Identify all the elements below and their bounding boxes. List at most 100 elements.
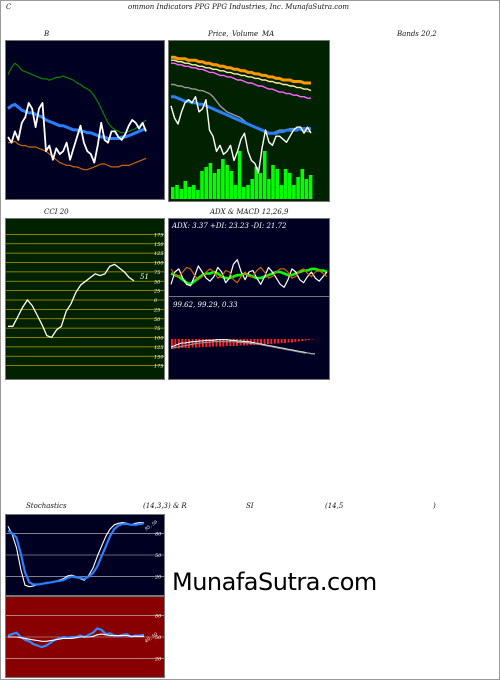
macd-histogram-bar bbox=[184, 339, 187, 348]
d-line bbox=[7, 522, 145, 586]
cci-tick-label: 125 bbox=[154, 345, 164, 351]
stochastics-tick-label: 80 bbox=[155, 531, 162, 537]
macd-histogram-bar bbox=[191, 339, 194, 348]
macd-histogram-bar bbox=[174, 339, 177, 349]
signal-line bbox=[170, 341, 315, 355]
volume-bar bbox=[308, 175, 313, 199]
macd-histogram-bar bbox=[263, 339, 266, 345]
macd-histogram-bar bbox=[270, 339, 273, 344]
cci-tick-label: 150 bbox=[154, 354, 164, 360]
volume-bar bbox=[225, 165, 229, 199]
bands-title: Bands 20,2 bbox=[397, 30, 437, 38]
cci-panel: 175 150 125 100 75 50 25 0 25 50 75 100 125 150 175 51 bbox=[5, 218, 165, 380]
cci-tick-label: 25 bbox=[153, 289, 160, 295]
volume-bar bbox=[279, 185, 284, 199]
cci-tick-label: 50 bbox=[154, 279, 161, 285]
bollinger-title: B bbox=[44, 30, 50, 38]
upper-line bbox=[7, 62, 147, 134]
volume-bar bbox=[196, 190, 200, 199]
macd-histogram-bar bbox=[225, 339, 228, 346]
volume-bar bbox=[183, 181, 188, 199]
macd-histogram-bar bbox=[291, 339, 293, 343]
page-title: ommon Indicators PPG PPG Industries, Inc… bbox=[128, 3, 350, 11]
volume-bar bbox=[237, 151, 242, 199]
macd-histogram-bar bbox=[267, 339, 269, 344]
rsi-slow-line bbox=[8, 633, 144, 642]
volume-bar bbox=[200, 171, 204, 199]
macd-histogram-bar bbox=[294, 339, 297, 342]
cci-tick-label: 0 bbox=[154, 298, 158, 304]
volume-bar bbox=[254, 167, 259, 199]
volume-bar bbox=[275, 169, 279, 199]
cci-tick-label: 150 bbox=[154, 242, 164, 248]
macd-histogram-bar bbox=[297, 339, 300, 342]
cci-line bbox=[8, 263, 135, 339]
volume-bar bbox=[208, 163, 213, 199]
watermark: MunafaSutra.com bbox=[172, 568, 377, 596]
volume-bar bbox=[179, 189, 183, 199]
macd-histogram-bar bbox=[256, 339, 259, 345]
adx-title: ADX & MACD 12,26,9 bbox=[210, 208, 289, 216]
cci-last-value: 51 bbox=[140, 273, 149, 281]
price-volume-chart bbox=[170, 55, 313, 199]
adx-panel: ADX: 3.37 +DI: 23.23 -DI: 21.72 bbox=[168, 218, 330, 298]
stochastics-title: Stochastics bbox=[26, 502, 67, 510]
macd-line bbox=[170, 339, 315, 355]
volume-title: Volume bbox=[232, 30, 259, 38]
macd-panel: 99.62, 99.29, 0.33 bbox=[168, 296, 330, 380]
cci-chart: 175 150 125 100 75 50 25 0 25 50 75 100 125 150 175 51 bbox=[6, 232, 164, 370]
volume-bar bbox=[221, 159, 225, 199]
ma-long-line bbox=[171, 55, 311, 85]
ma-mid-line bbox=[171, 59, 312, 92]
stoch-params: (14,3,3) & R bbox=[143, 502, 187, 510]
volume-bar bbox=[258, 173, 263, 199]
stochastics-tick-label: 20 bbox=[154, 575, 162, 581]
volume-bar bbox=[187, 187, 192, 199]
macd-histogram-bar bbox=[215, 339, 218, 347]
bollinger-panel bbox=[5, 40, 165, 200]
macd-histogram-bar bbox=[311, 339, 314, 340]
ma-short-line bbox=[171, 62, 311, 99]
volume-bar bbox=[296, 177, 300, 199]
minus-di-line bbox=[170, 266, 328, 284]
price-line bbox=[7, 102, 147, 164]
rsi-tick-label: 80 bbox=[155, 613, 162, 619]
volume-bar bbox=[292, 185, 296, 199]
macd-histogram-bar bbox=[208, 339, 211, 347]
bollinger-chart bbox=[7, 62, 147, 171]
cci-tick-label: 100 bbox=[154, 261, 164, 267]
corner-letter: C bbox=[6, 3, 12, 11]
cci-tick-label: 125 bbox=[154, 251, 164, 257]
macd-values-label: 99.62, 99.29, 0.33 bbox=[173, 301, 238, 309]
macd-histogram-bar bbox=[243, 339, 245, 346]
adx-values-label: ADX: 3.37 +DI: 23.23 -DI: 21.72 bbox=[171, 222, 287, 230]
macd-histogram-bar bbox=[260, 339, 262, 345]
rsi-title: SI bbox=[246, 502, 254, 510]
volume-bar bbox=[233, 185, 238, 199]
volume-bar bbox=[191, 185, 196, 199]
ma-grey-line bbox=[171, 83, 311, 134]
ma-blue-line bbox=[171, 95, 311, 135]
volume-bar bbox=[175, 185, 179, 199]
volume-bar bbox=[171, 187, 175, 199]
rsi-panel: 80 50 20 49, 50 bbox=[5, 596, 165, 678]
volume-bar bbox=[242, 187, 246, 199]
rsi-tick-label: 20 bbox=[154, 657, 162, 663]
price-panel bbox=[168, 40, 330, 202]
macd-histogram-bar bbox=[280, 339, 283, 343]
volume-bar bbox=[204, 167, 208, 199]
cci-tick-label: 50 bbox=[154, 317, 161, 323]
macd-histogram-bar bbox=[273, 339, 276, 344]
lower-line bbox=[8, 140, 147, 171]
cci-title: CCI 20 bbox=[44, 208, 69, 216]
macd-histogram-bar bbox=[188, 339, 190, 348]
volume-bar bbox=[262, 151, 267, 199]
macd-histogram-bar bbox=[222, 339, 225, 347]
volume-bar bbox=[283, 169, 288, 199]
volume-bar bbox=[212, 173, 217, 199]
volume-bar bbox=[271, 165, 275, 199]
stochastics-chart: 80 50 20 95, 56 bbox=[6, 519, 164, 588]
volume-bar bbox=[300, 169, 305, 199]
volume-bar bbox=[267, 179, 271, 199]
